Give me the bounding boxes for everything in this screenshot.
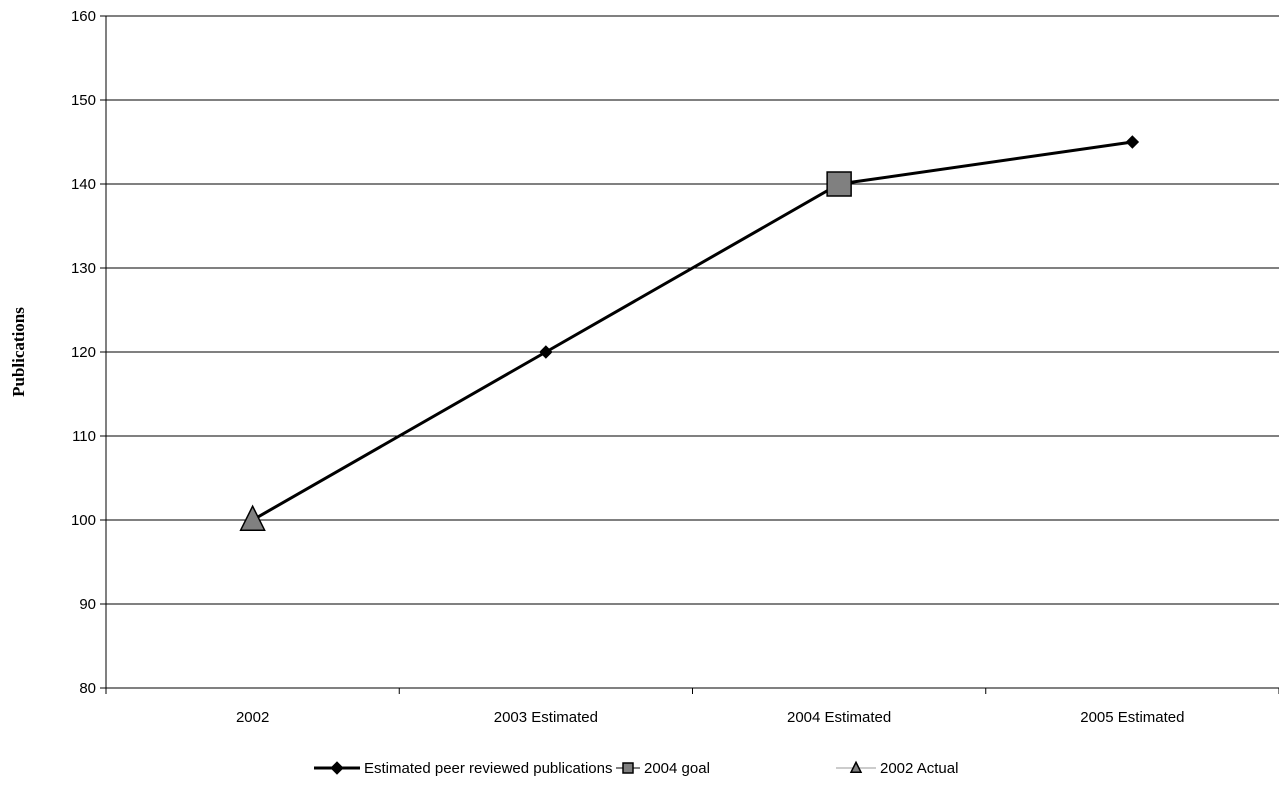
legend-label: 2002 Actual: [880, 760, 958, 777]
y-tick-label: 140: [71, 176, 96, 193]
axes: [100, 15, 1279, 694]
y-tick-label: 90: [79, 596, 96, 613]
legend-marker: [622, 762, 634, 774]
legend-marker: [330, 761, 344, 775]
data-point: [826, 171, 852, 197]
y-tick-label: 160: [71, 8, 96, 25]
x-tick-label: 2002: [236, 709, 269, 726]
tick-labels: 80 90 100 110 120 130 140 150 160 2002 2003 Estima…: [71, 8, 1185, 726]
legend-label: Estimated peer reviewed publications: [364, 760, 612, 777]
y-tick-label: 120: [71, 344, 96, 361]
legend-label: 2004 goal: [644, 760, 710, 777]
series-layer: [239, 135, 1140, 531]
y-axis-label: Publications: [9, 307, 28, 397]
data-point: [539, 345, 553, 359]
data-point: [1125, 135, 1140, 149]
y-tick-label: 80: [79, 680, 96, 697]
x-tick-label: 2004 Estimated: [787, 709, 891, 726]
y-tick-label: 110: [72, 428, 96, 445]
x-tick-label: 2003 Estimated: [494, 709, 598, 726]
legend-marker: [849, 760, 863, 773]
y-tick-label: 130: [71, 260, 96, 277]
y-tick-label: 100: [71, 512, 96, 529]
data-point: [239, 504, 266, 531]
series-line: [251, 140, 1133, 522]
legend: Estimated peer reviewed publications 2004…: [314, 760, 958, 777]
gridlines: [106, 15, 1279, 605]
y-tick-label: 150: [71, 92, 96, 109]
x-tick-label: 2005 Estimated: [1080, 709, 1184, 726]
